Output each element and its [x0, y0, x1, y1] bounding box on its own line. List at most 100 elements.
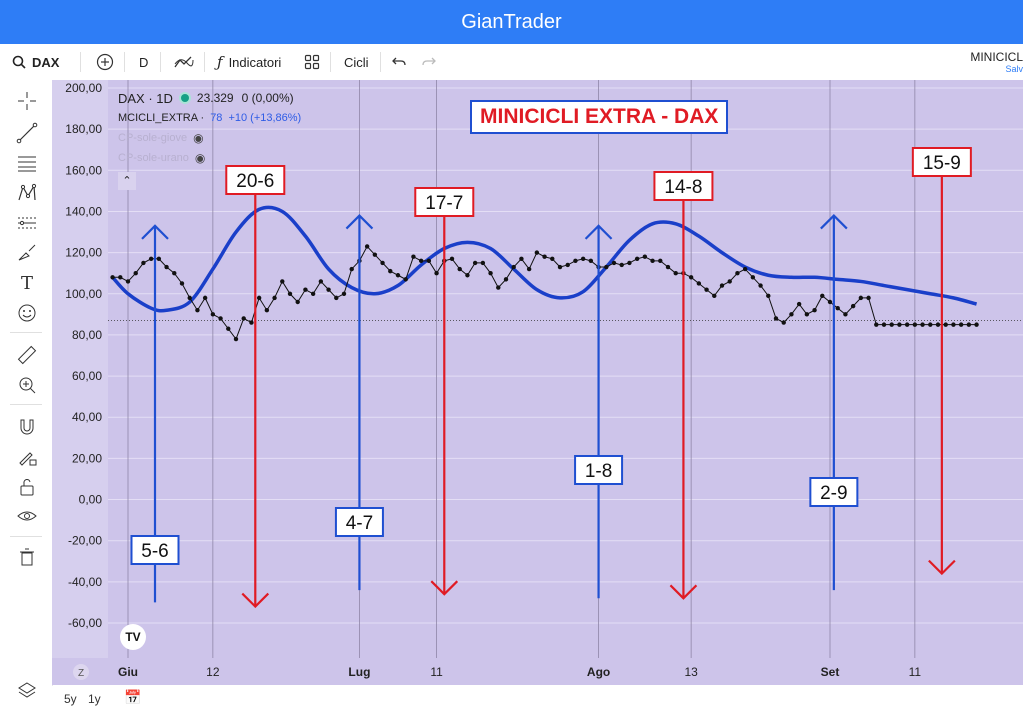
price-series-point [403, 277, 408, 282]
cycle-label: 1-8 [585, 461, 612, 482]
text-icon[interactable]: T [20, 272, 33, 294]
price-series-point [395, 273, 401, 278]
ruler-icon[interactable] [14, 342, 40, 368]
price-series-point [287, 291, 293, 296]
cycle-label: 14-8 [664, 177, 702, 198]
unlock-icon[interactable] [14, 474, 40, 500]
cycle-label-box [225, 165, 286, 195]
x-tick-label: 11 [909, 665, 922, 679]
price-series-point [758, 283, 763, 288]
price-series-point [241, 316, 246, 321]
x-tick-label: Giu [118, 665, 138, 679]
price-series-point [411, 254, 416, 259]
chart-canvas[interactable]: 200,00 180,00 160,00 140,00 120,00 100,00 80,0… [52, 80, 1023, 685]
hidden-indicator-label: CP-sole-urano [118, 152, 189, 164]
price-series-point [148, 256, 154, 261]
price-series-point [172, 270, 177, 276]
price-series-point [226, 326, 231, 331]
collapse-legend-button[interactable]: ⌃ [118, 172, 136, 190]
price-series-point [310, 291, 316, 296]
y-tick-label: 160,00 [65, 163, 102, 177]
lock-drawing-icon[interactable] [14, 444, 40, 470]
redo-button[interactable] [421, 44, 437, 80]
price-series-point [696, 281, 702, 286]
y-tick-label: -20,00 [68, 534, 102, 548]
price-series-point [550, 256, 555, 261]
price-series-point [534, 250, 540, 255]
price-series-point [303, 287, 308, 292]
undo-button[interactable] [391, 44, 407, 80]
indicators-button[interactable]: ƒ Indicatori [217, 44, 281, 80]
cycles-button[interactable]: Cicli [344, 44, 369, 80]
cycle-label: 4-7 [346, 513, 373, 534]
app-title: GianTrader [461, 10, 562, 33]
compare-symbol-button[interactable] [96, 44, 114, 80]
templates-button[interactable] [304, 44, 320, 80]
layers-icon[interactable] [14, 678, 40, 704]
tradingview-logo[interactable]: TV [120, 624, 146, 650]
layout-name-button[interactable]: MINICICL Salv [963, 50, 1023, 74]
price-series-point [704, 287, 709, 292]
price-series-point [904, 322, 910, 327]
price-series-point [843, 312, 848, 317]
eye-off-icon[interactable]: ◉ [193, 131, 204, 145]
cycle-arrow-head [669, 584, 698, 600]
range-5y-button[interactable]: 5y [64, 692, 77, 706]
price-series-point [820, 293, 825, 299]
grid-icon [304, 54, 320, 70]
projection-icon[interactable] [14, 210, 40, 236]
magnet-icon[interactable] [14, 414, 40, 440]
legend-hidden-indicator-1[interactable]: CP-sole-giove ◉ [118, 128, 301, 148]
legend-hidden-indicator-2[interactable]: CP-sole-urano ◉ [118, 148, 301, 168]
price-series-point [480, 260, 486, 266]
price-series-point [773, 316, 779, 321]
price-series-point [156, 256, 162, 261]
y-tick-label: 120,00 [65, 246, 102, 260]
price-series-point [781, 320, 786, 325]
price-series-point [789, 312, 794, 317]
price-series-point [426, 258, 432, 264]
range-1y-button[interactable]: 1y [88, 692, 101, 706]
brush-icon[interactable] [14, 240, 40, 266]
zoom-in-icon[interactable] [14, 372, 40, 398]
price-series-point [496, 285, 501, 290]
price-series-point [958, 322, 964, 327]
price-series-point [218, 316, 223, 321]
calendar-goto-icon[interactable]: 📅 [124, 689, 142, 705]
crosshair-icon[interactable] [14, 88, 40, 114]
chart-svg[interactable]: 200,00180,00160,00140,00120,00100,0080,0… [52, 80, 1023, 685]
z-axis-button[interactable] [73, 664, 89, 680]
cycles-label: Cicli [344, 54, 369, 70]
interval-button[interactable]: D [139, 44, 148, 80]
fib-lines-icon[interactable] [14, 150, 40, 176]
price-series-point [627, 260, 632, 266]
price-series-point [472, 260, 478, 266]
price-series-point [912, 322, 918, 327]
price-series-point [326, 287, 331, 292]
price-series-point [889, 322, 894, 327]
price-series-point [588, 258, 594, 264]
price-series-point [719, 283, 725, 288]
trash-icon[interactable] [14, 544, 40, 570]
price-series-point [449, 256, 455, 261]
price-series-point [974, 322, 979, 327]
price-series-point [920, 322, 925, 327]
layout-save-status: Salv [1005, 64, 1023, 74]
trend-line-icon[interactable] [14, 120, 40, 146]
pattern-icon[interactable] [14, 180, 40, 206]
price-series-point [318, 279, 324, 284]
market-status-icon [180, 94, 189, 102]
price-series-point [966, 322, 972, 327]
price-series-point [434, 270, 439, 276]
chart-title-annotation[interactable]: MINICICLI EXTRA - DAX [470, 100, 729, 134]
eye-icon[interactable] [14, 504, 40, 530]
undo-icon [392, 57, 406, 66]
emoji-icon[interactable] [14, 300, 40, 326]
cycle-label: 2-9 [820, 483, 847, 504]
price-series-point [457, 266, 462, 272]
chart-type-button[interactable] [173, 44, 195, 80]
price-series-point [511, 264, 516, 270]
price-series-point [573, 258, 578, 264]
eye-off-icon[interactable]: ◉ [194, 151, 206, 165]
symbol-search[interactable]: DAX [12, 44, 59, 80]
